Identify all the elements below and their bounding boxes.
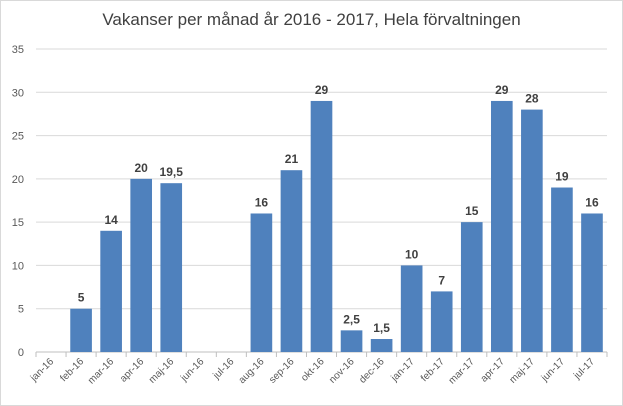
bar bbox=[400, 265, 423, 352]
y-tick-label: 5 bbox=[18, 304, 24, 316]
x-tick-label: okt-16 bbox=[299, 356, 327, 384]
x-tick-label: sep-16 bbox=[267, 356, 297, 386]
x-tick-label: jan-17 bbox=[389, 356, 417, 384]
bar bbox=[460, 222, 483, 352]
bar bbox=[280, 170, 303, 352]
data-label: 19,5 bbox=[160, 165, 184, 179]
y-tick-label: 25 bbox=[12, 131, 24, 143]
bar bbox=[340, 330, 363, 352]
x-tick-label: dec-16 bbox=[357, 356, 387, 386]
x-tick-label: jun-16 bbox=[178, 356, 206, 384]
bar bbox=[100, 230, 122, 352]
data-label: 7 bbox=[438, 273, 445, 287]
x-tick-label: feb-17 bbox=[419, 356, 447, 384]
data-label: 14 bbox=[104, 213, 118, 227]
data-label: 19 bbox=[555, 170, 569, 184]
y-tick-label: 30 bbox=[12, 87, 24, 99]
x-tick-label: maj-17 bbox=[508, 356, 538, 386]
bar bbox=[430, 291, 453, 352]
data-label: 16 bbox=[585, 195, 599, 209]
x-tick-label: apr-17 bbox=[479, 356, 508, 385]
x-tick-label: jan-16 bbox=[28, 356, 56, 384]
bar bbox=[130, 178, 153, 352]
x-tick-label: jul-17 bbox=[571, 356, 597, 382]
bar bbox=[310, 100, 333, 352]
x-tick-label: mar-17 bbox=[447, 356, 477, 386]
bar bbox=[521, 109, 543, 352]
y-tick-label: 20 bbox=[12, 174, 24, 186]
chart-title: Vakanser per månad år 2016 - 2017, Hela … bbox=[102, 10, 521, 29]
bar bbox=[70, 308, 92, 352]
bar bbox=[160, 183, 183, 352]
x-tick-label: jun-17 bbox=[539, 356, 567, 384]
data-label: 16 bbox=[255, 195, 269, 209]
x-tick-label: jul-16 bbox=[211, 356, 237, 382]
y-tick-label: 15 bbox=[12, 217, 24, 229]
bar bbox=[551, 187, 573, 352]
y-tick-label: 10 bbox=[12, 260, 24, 272]
bar bbox=[490, 100, 513, 352]
data-label: 28 bbox=[525, 92, 539, 106]
data-label: 20 bbox=[135, 161, 149, 175]
data-label: 15 bbox=[465, 204, 479, 218]
bar bbox=[581, 213, 603, 352]
data-label: 2,5 bbox=[343, 312, 360, 326]
data-label: 29 bbox=[315, 83, 329, 97]
data-label: 1,5 bbox=[373, 321, 390, 335]
x-tick-label: aug-16 bbox=[237, 356, 267, 386]
x-tick-label: mar-16 bbox=[86, 356, 116, 386]
x-tick-label: feb-16 bbox=[58, 356, 86, 384]
x-tick-label: maj-16 bbox=[147, 356, 177, 386]
bar bbox=[370, 339, 393, 352]
bar bbox=[250, 213, 273, 352]
data-label: 5 bbox=[78, 291, 85, 305]
data-label: 21 bbox=[285, 152, 299, 166]
y-tick-label: 35 bbox=[12, 44, 24, 56]
y-tick-label: 0 bbox=[18, 347, 24, 359]
x-tick-label: apr-16 bbox=[118, 356, 147, 385]
x-tick-label: nov-16 bbox=[327, 356, 357, 386]
data-label: 10 bbox=[405, 247, 419, 261]
data-label: 29 bbox=[495, 83, 509, 97]
